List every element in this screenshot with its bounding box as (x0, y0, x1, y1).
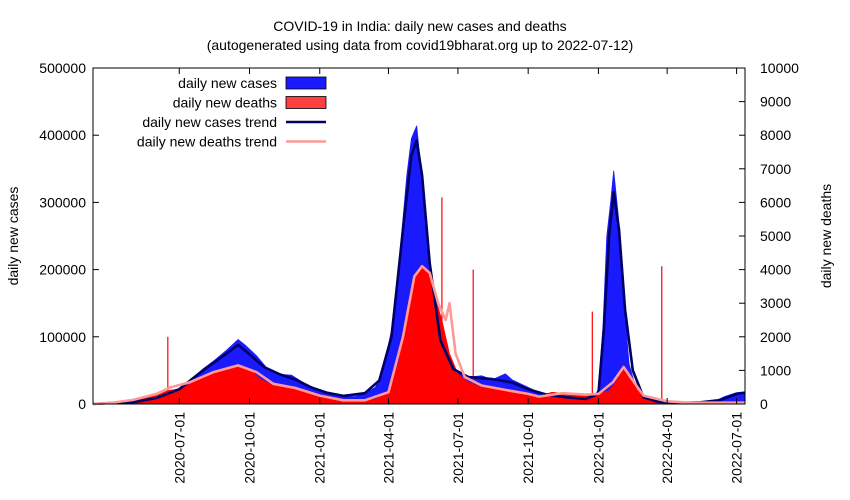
x-axis: 2020-07-01 2020-10-01 2021-01-01 2021-04-01… (171, 68, 745, 484)
y-axis-label-left: daily new cases (5, 187, 21, 286)
x-tick-label: 2022-07-01 (729, 412, 745, 484)
right-tick-label: 4000 (760, 262, 791, 278)
left-tick-label: 500000 (39, 60, 86, 76)
legend-label: daily new deaths trend (137, 134, 277, 150)
x-tick-label: 2021-04-01 (380, 412, 396, 484)
deaths-trend-line (92, 264, 745, 406)
right-tick-label: 10000 (760, 60, 799, 76)
legend-label: daily new cases (178, 75, 277, 91)
x-tick-label: 2020-10-01 (242, 412, 258, 484)
right-tick-label: 8000 (760, 127, 791, 143)
x-tick-label: 2022-01-01 (590, 412, 606, 484)
right-tick-label: 6000 (760, 194, 791, 210)
left-tick-label: 300000 (39, 194, 86, 210)
left-tick-label: 400000 (39, 127, 86, 143)
cases-trend-line (92, 139, 746, 406)
x-tick-label: 2022-04-01 (659, 412, 675, 484)
left-tick-label: 100000 (39, 329, 86, 345)
right-tick-label: 0 (760, 396, 768, 412)
y-axis-label-right: daily new deaths (818, 184, 834, 288)
deaths-area (92, 265, 746, 405)
plot-series (92, 125, 746, 406)
right-tick-label: 1000 (760, 362, 791, 378)
legend-label: daily new cases trend (142, 114, 277, 130)
legend-swatch (285, 76, 327, 90)
right-tick-label: 5000 (760, 228, 791, 244)
x-tick-label: 2020-07-01 (171, 412, 187, 484)
chart-subtitle: (autogenerated using data from covid19bh… (207, 37, 634, 53)
left-axis: 0 100000 200000 300000 400000 500000 (39, 60, 99, 412)
right-tick-label: 9000 (760, 94, 791, 110)
right-tick-label: 2000 (760, 329, 791, 345)
x-tick-label: 2021-10-01 (520, 412, 536, 484)
right-tick-label: 3000 (760, 295, 791, 311)
x-tick-label: 2021-01-01 (312, 412, 328, 484)
legend-swatch (285, 96, 327, 109)
right-tick-label: 7000 (760, 161, 791, 177)
left-tick-label: 200000 (39, 262, 86, 278)
x-tick-label: 2021-07-01 (450, 412, 466, 484)
legend: daily new cases daily new deaths daily new… (137, 75, 327, 150)
legend-label: daily new deaths (173, 95, 277, 111)
right-axis: 0 1000 2000 3000 4000 5000 6000 7000 8000 9000 100… (739, 60, 799, 412)
left-tick-label: 0 (78, 396, 86, 412)
chart-title: COVID-19 in India: daily new cases and d… (273, 18, 566, 34)
